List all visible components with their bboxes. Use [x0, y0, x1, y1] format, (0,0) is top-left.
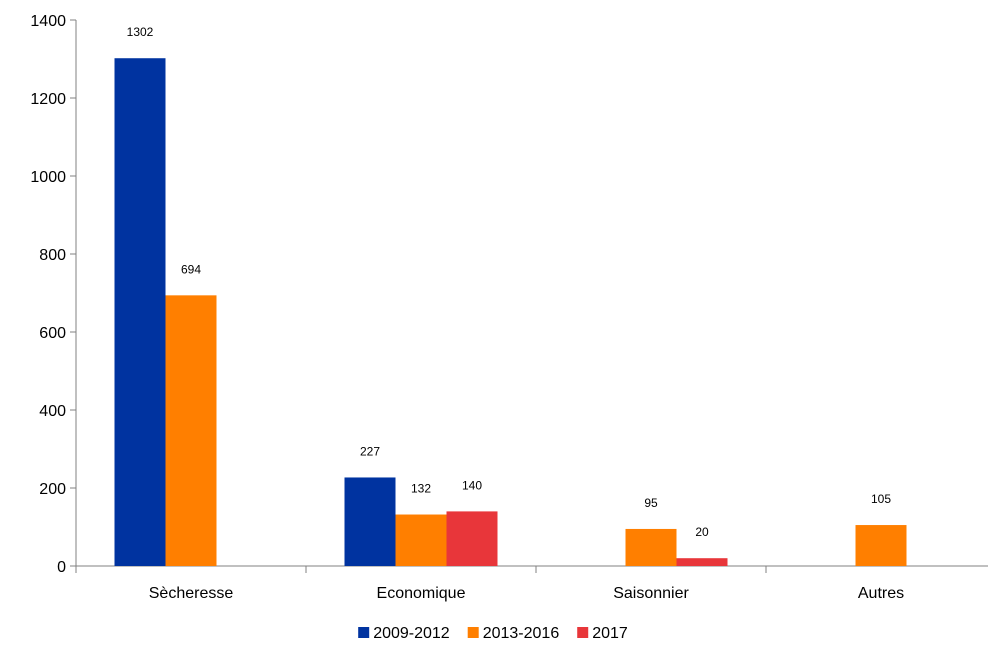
y-tick-label: 1400 [30, 13, 66, 30]
legend: 2009-2012 2013-2016 2017 [358, 625, 628, 642]
y-tick-label: 1000 [30, 169, 66, 186]
y-tick-label: 800 [39, 247, 66, 264]
legend-item: 2013-2016 [468, 625, 560, 642]
data-labels: 1302 694 227 132 140 95 20 105 [127, 25, 892, 539]
data-label: 95 [644, 496, 658, 510]
legend-label: 2009-2012 [373, 625, 450, 642]
y-tick-label: 200 [39, 481, 66, 498]
x-axis: Sècheresse Economique Saisonnier Autres [76, 566, 988, 602]
data-label: 1302 [127, 25, 154, 39]
x-tick-label: Autres [858, 585, 904, 602]
data-label: 20 [695, 525, 709, 539]
bar [115, 58, 166, 566]
legend-swatch [358, 627, 369, 638]
data-label: 132 [411, 482, 431, 496]
bars [115, 58, 907, 566]
x-tick-label: Economique [377, 585, 466, 602]
bar [396, 515, 447, 566]
x-tick-label: Sècheresse [149, 585, 234, 602]
data-label: 694 [181, 262, 201, 276]
bar [345, 477, 396, 566]
y-tick-label: 600 [39, 325, 66, 342]
y-tick-label: 1200 [30, 91, 66, 108]
legend-label: 2013-2016 [483, 625, 560, 642]
legend-label: 2017 [592, 625, 628, 642]
legend-swatch [577, 627, 588, 638]
y-axis: 0 200 400 600 800 1000 1200 1400 [30, 13, 76, 576]
data-label: 105 [871, 492, 891, 506]
legend-item: 2017 [577, 625, 628, 642]
bar [626, 529, 677, 566]
data-label: 140 [462, 478, 482, 492]
x-tick-label: Saisonnier [613, 585, 689, 602]
data-label: 227 [360, 444, 380, 458]
bar [856, 525, 907, 566]
bar [166, 295, 217, 566]
legend-swatch [468, 627, 479, 638]
y-tick-label: 400 [39, 403, 66, 420]
bar [447, 511, 498, 566]
y-tick-label: 0 [57, 559, 66, 576]
legend-item: 2009-2012 [358, 625, 450, 642]
bar [677, 558, 728, 566]
